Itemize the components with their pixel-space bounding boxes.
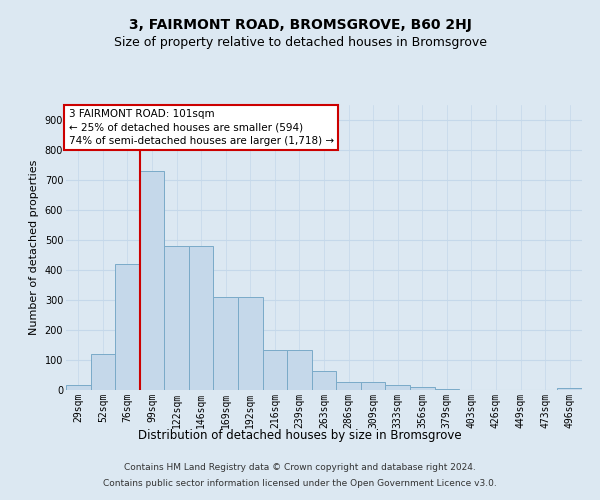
Bar bbox=[336, 382, 361, 390]
Bar bbox=[410, 387, 434, 390]
Bar bbox=[189, 246, 214, 390]
Bar bbox=[312, 370, 336, 390]
Text: Contains HM Land Registry data © Crown copyright and database right 2024.: Contains HM Land Registry data © Crown c… bbox=[124, 464, 476, 472]
Bar bbox=[361, 382, 385, 390]
Bar bbox=[164, 246, 189, 390]
Text: 3 FAIRMONT ROAD: 101sqm
← 25% of detached houses are smaller (594)
74% of semi-d: 3 FAIRMONT ROAD: 101sqm ← 25% of detache… bbox=[68, 110, 334, 146]
Bar bbox=[66, 384, 91, 390]
Text: Contains public sector information licensed under the Open Government Licence v3: Contains public sector information licen… bbox=[103, 478, 497, 488]
Bar bbox=[238, 297, 263, 390]
Bar bbox=[557, 388, 582, 390]
Text: Distribution of detached houses by size in Bromsgrove: Distribution of detached houses by size … bbox=[138, 428, 462, 442]
Bar bbox=[115, 264, 140, 390]
Bar bbox=[263, 350, 287, 390]
Bar bbox=[287, 350, 312, 390]
Bar bbox=[140, 171, 164, 390]
Bar bbox=[91, 354, 115, 390]
Bar bbox=[385, 384, 410, 390]
Bar bbox=[214, 297, 238, 390]
Text: Size of property relative to detached houses in Bromsgrove: Size of property relative to detached ho… bbox=[113, 36, 487, 49]
Text: 3, FAIRMONT ROAD, BROMSGROVE, B60 2HJ: 3, FAIRMONT ROAD, BROMSGROVE, B60 2HJ bbox=[128, 18, 472, 32]
Bar bbox=[434, 388, 459, 390]
Y-axis label: Number of detached properties: Number of detached properties bbox=[29, 160, 39, 335]
